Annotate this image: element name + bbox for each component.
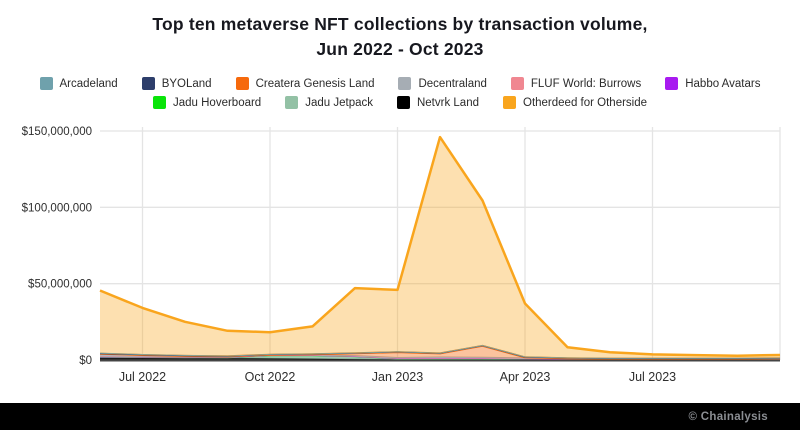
legend-item-decentraland: Decentraland xyxy=(398,77,487,90)
area-netvrk-land xyxy=(100,357,780,360)
chart-legend: Arcadeland BYOLand Createra Genesis Land De… xyxy=(0,77,800,109)
legend-label-habbo-avatars: Habbo Avatars xyxy=(685,77,761,90)
x-tick-label-jan-2023: Jan 2023 xyxy=(372,370,423,384)
chart-title-line-1: Top ten metaverse NFT collections by tra… xyxy=(152,14,648,34)
legend-item-jadu-hoverboard: Jadu Hoverboard xyxy=(152,96,262,109)
legend-label-fluf-world-burrows: FLUF World: Burrows xyxy=(530,77,642,90)
area-otherdeed-for-otherside xyxy=(100,137,780,359)
legend-label-byoland: BYOLand xyxy=(161,77,212,90)
legend-label-netvrk-land: Netvrk Land xyxy=(416,96,479,109)
legend-swatch-jadu-hoverboard xyxy=(152,96,166,109)
y-tick-label-150m: $150,000,000 xyxy=(22,126,92,138)
legend-item-jadu-jetpack: Jadu Jetpack xyxy=(285,96,373,109)
legend-swatch-fluf-world-burrows xyxy=(510,77,524,90)
line-otherdeed-for-otherside xyxy=(99,135,781,357)
legend-swatch-decentraland xyxy=(398,77,412,90)
legend-item-habbo-avatars: Habbo Avatars xyxy=(665,77,760,90)
legend-swatch-createra-genesis-land xyxy=(235,77,249,90)
legend-swatch-habbo-avatars xyxy=(665,77,679,90)
legend-swatch-netvrk-land xyxy=(396,96,410,109)
chart-title: Top ten metaverse NFT collections by tra… xyxy=(0,12,800,63)
x-tick-label-jul-2022: Jul 2022 xyxy=(119,370,166,384)
legend-label-arcadeland: Arcadeland xyxy=(59,77,118,90)
y-tick-label-0m: $0 xyxy=(79,355,92,367)
chart-title-line-2: Jun 2022 - Oct 2023 xyxy=(316,39,484,60)
legend-item-byoland: BYOLand xyxy=(141,77,212,90)
legend-item-createra-genesis-land: Createra Genesis Land xyxy=(235,77,375,90)
legend-swatch-jadu-jetpack xyxy=(285,96,299,109)
legend-label-decentraland: Decentraland xyxy=(418,77,487,90)
footer-bar: © Chainalysis xyxy=(0,403,800,430)
legend-label-jadu-jetpack: Jadu Jetpack xyxy=(305,96,373,109)
legend-item-netvrk-land: Netvrk Land xyxy=(396,96,479,109)
legend-item-otherdeed-for-otherside: Otherdeed for Otherside xyxy=(503,96,647,109)
legend-row-2: Jadu Hoverboard Jadu Jetpack Netvrk Land Ot… xyxy=(152,96,647,109)
x-tick-label-oct-2022: Oct 2022 xyxy=(245,370,296,384)
area-jadu-jetpack xyxy=(100,355,780,360)
legend-item-fluf-world-burrows: FLUF World: Burrows xyxy=(510,77,642,90)
legend-swatch-arcadeland xyxy=(39,77,53,90)
x-tick-label-apr-2023: Apr 2023 xyxy=(500,370,551,384)
y-tick-label-50m: $50,000,000 xyxy=(28,279,92,291)
area-createra-genesis-land xyxy=(100,345,780,359)
legend-label-otherdeed-for-otherside: Otherdeed for Otherside xyxy=(523,96,648,109)
legend-row-1: Arcadeland BYOLand Createra Genesis Land De… xyxy=(39,77,760,90)
y-tick-label-100m: $100,000,000 xyxy=(22,202,92,214)
legend-item-arcadeland: Arcadeland xyxy=(39,77,118,90)
legend-label-createra-genesis-land: Createra Genesis Land xyxy=(255,77,375,90)
legend-swatch-otherdeed-for-otherside xyxy=(503,96,516,109)
line-arcadeland xyxy=(99,345,781,359)
chainalysis-credit: © Chainalysis xyxy=(688,410,768,423)
legend-label-jadu-hoverboard: Jadu Hoverboard xyxy=(172,96,262,109)
legend-swatch-byoland xyxy=(141,77,155,90)
x-tick-label-jul-2023: Jul 2023 xyxy=(629,370,676,384)
